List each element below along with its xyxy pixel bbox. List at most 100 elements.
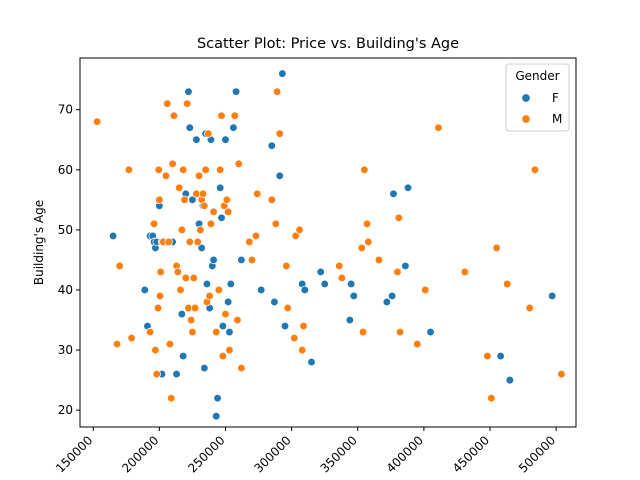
- data-point-m: [204, 129, 213, 138]
- data-point-m: [217, 111, 226, 120]
- x-tick-label: 150000: [53, 433, 95, 475]
- data-point-m: [179, 165, 188, 174]
- data-point-f: [212, 412, 221, 421]
- data-point-m: [167, 394, 176, 403]
- data-point-m: [298, 345, 307, 355]
- data-point-f: [200, 363, 209, 373]
- data-point-m: [155, 291, 165, 301]
- data-point-f: [185, 123, 194, 132]
- data-point-m: [149, 219, 159, 229]
- data-point-f: [300, 285, 310, 295]
- data-point-m: [182, 99, 192, 108]
- data-point-m: [205, 291, 214, 301]
- x-tick-label: 300000: [251, 433, 293, 475]
- data-point-m: [161, 171, 171, 180]
- data-point-m: [180, 195, 189, 204]
- data-point-f: [221, 135, 230, 144]
- data-point-f: [346, 279, 356, 289]
- x-axis: 150000 200000 250000 300000 350000 400000 4500…: [53, 427, 558, 476]
- x-tick-label: 400000: [384, 433, 426, 475]
- data-point-f: [108, 231, 118, 241]
- chart-title: Scatter Plot: Price vs. Building's Age: [197, 36, 459, 52]
- data-point-m: [291, 231, 300, 241]
- data-point-f: [179, 351, 188, 361]
- y-tick-label: 50: [58, 223, 73, 237]
- data-point-m: [223, 207, 233, 217]
- data-point-f: [202, 279, 212, 289]
- y-tick-label: 20: [58, 403, 73, 417]
- data-point-m: [198, 189, 208, 198]
- data-point-m: [214, 285, 224, 295]
- y-axis-title: Building's Age: [32, 200, 46, 285]
- data-point-f: [231, 87, 241, 96]
- data-point-f: [226, 279, 235, 289]
- data-point-f: [225, 327, 234, 337]
- data-point-f: [349, 291, 358, 301]
- data-point-f: [389, 189, 398, 198]
- data-point-m: [421, 285, 430, 295]
- x-tick-label: 350000: [318, 433, 360, 475]
- data-point-m: [168, 159, 177, 168]
- data-point-m: [216, 165, 225, 174]
- data-point-f: [237, 255, 246, 265]
- data-point-m: [152, 369, 161, 379]
- data-point-f: [217, 213, 226, 223]
- data-point-m: [155, 195, 164, 204]
- data-point-m: [196, 225, 205, 235]
- data-point-m: [200, 201, 209, 210]
- data-point-m: [530, 165, 540, 174]
- data-point-m: [189, 273, 198, 283]
- data-point-f: [505, 375, 515, 385]
- data-point-m: [233, 315, 242, 325]
- data-point-m: [434, 123, 443, 132]
- data-point-m: [337, 273, 347, 283]
- y-axis: 20 30 40 50 60 70: [58, 103, 80, 417]
- data-point-m: [163, 99, 172, 108]
- y-tick-label: 30: [58, 343, 73, 357]
- data-points: [93, 69, 566, 421]
- data-point-f: [496, 351, 505, 361]
- legend: Gender FM: [505, 63, 570, 132]
- data-point-f: [275, 171, 284, 180]
- legend-marker-m: [521, 114, 531, 124]
- data-point-m: [153, 303, 163, 313]
- data-point-m: [295, 225, 304, 235]
- data-point-m: [206, 219, 216, 229]
- data-point-f: [192, 135, 201, 144]
- data-point-f: [177, 309, 186, 319]
- legend-marker-f: [521, 93, 531, 103]
- data-point-m: [115, 261, 124, 271]
- data-point-f: [267, 141, 276, 150]
- data-point-f: [218, 321, 227, 331]
- data-point-m: [272, 87, 282, 96]
- data-point-m: [234, 159, 243, 168]
- data-point-m: [221, 309, 230, 319]
- data-point-m: [145, 327, 155, 337]
- data-point-m: [112, 339, 122, 349]
- data-point-m: [230, 111, 239, 120]
- data-point-f: [426, 327, 435, 337]
- y-tick-label: 40: [58, 283, 73, 297]
- data-point-m: [413, 339, 422, 349]
- x-tick-label: 250000: [185, 433, 227, 475]
- data-point-m: [251, 231, 261, 241]
- data-point-m: [245, 237, 254, 247]
- data-point-m: [175, 183, 184, 192]
- data-point-f: [345, 315, 354, 325]
- data-point-m: [358, 327, 368, 337]
- data-point-m: [169, 111, 179, 120]
- data-point-m: [201, 165, 210, 174]
- data-point-m: [212, 327, 221, 337]
- data-point-f: [209, 255, 218, 265]
- data-point-m: [176, 285, 185, 295]
- data-point-m: [525, 303, 534, 313]
- y-tick-label: 60: [58, 163, 73, 177]
- data-point-m: [209, 207, 218, 217]
- data-point-m: [282, 261, 291, 271]
- x-tick-label: 500000: [516, 433, 558, 475]
- data-point-m: [193, 237, 202, 247]
- data-point-m: [393, 267, 402, 277]
- data-point-m: [177, 225, 186, 235]
- data-point-f: [229, 123, 238, 132]
